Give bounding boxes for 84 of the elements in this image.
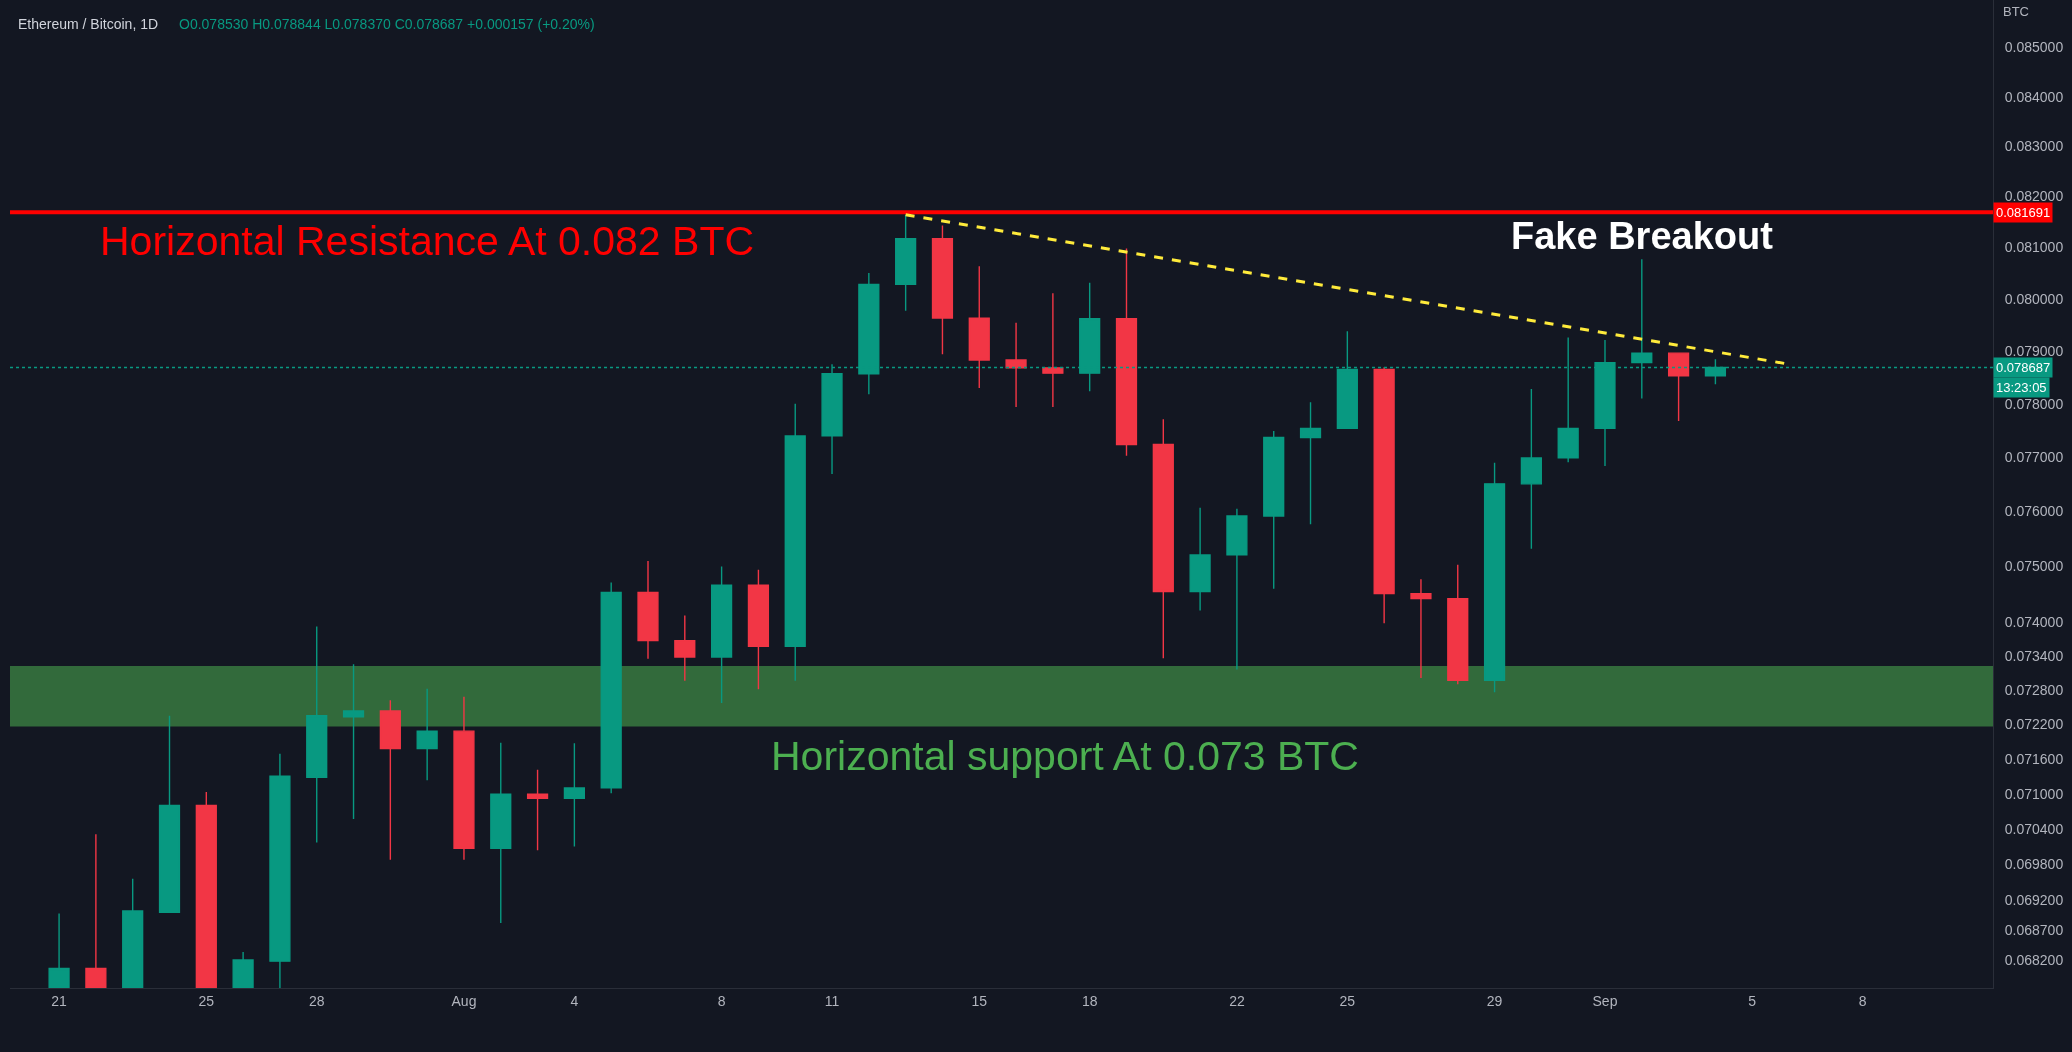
candlestick [490,741,512,924]
candlestick [1042,292,1064,408]
candlestick [416,688,438,782]
y-tick-label: 0.074000 [2004,614,2064,631]
candlestick [1115,247,1138,457]
y-tick-label: 0.068200 [2004,952,2064,969]
candlestick [1373,366,1395,624]
x-tick-label: 29 [1486,992,1503,1009]
candlestick [453,696,475,861]
candlestick [1189,507,1211,612]
y-tick-label: 0.072200 [2004,716,2064,733]
candlestick [342,663,365,820]
candlestick [1520,388,1542,550]
candlestick [1152,418,1174,659]
candlestick [784,403,806,682]
candlestick [85,833,107,988]
candlestick [1447,564,1469,685]
candlestick [931,224,954,355]
y-tick-label: 0.069800 [2004,856,2064,873]
candlestick [637,560,659,660]
y-tick-label: 0.078000 [2004,395,2064,412]
x-tick-label: 5 [1748,992,1757,1009]
candlestick [1005,322,1027,408]
x-tick-label: Sep [1592,992,1618,1009]
y-tick-label: 0.082000 [2004,188,2064,205]
candlestick [1483,462,1506,693]
y-tick-label: 0.071000 [2004,785,2064,802]
x-tick-label: 15 [971,992,988,1009]
ref-line-label: 0.078687 [1996,360,2051,375]
candlestick [1667,352,1690,422]
candlestick [526,769,549,851]
y-tick-label: 0.072800 [2004,681,2064,698]
candlestick [379,699,401,861]
x-tick-label: 21 [51,992,68,1009]
y-tick-label: 0.080000 [2004,290,2064,307]
x-tick-label: 11 [824,992,840,1009]
ref-line-label: 0.081691 [1996,205,2051,220]
candlestick [232,951,254,988]
y-tick-label: 0.071600 [2004,750,2064,767]
y-tick-label: 0.076000 [2004,503,2064,520]
annotation: Horizontal Resistance At 0.082 BTC [100,218,755,264]
candlestick [674,614,696,682]
y-tick-label: 0.083000 [2004,138,2064,155]
x-tick-label: 18 [1081,992,1098,1009]
candlestick [968,265,990,389]
x-tick-label: 28 [308,992,325,1009]
text: 13:23:05 [1996,380,2047,395]
y-tick-label: 0.075000 [2004,558,2064,575]
candlestick [306,625,328,844]
y-tick-label: 0.073400 [2004,647,2064,664]
candlestick [747,569,770,691]
candlestick [195,791,217,988]
y-tick-label: 0.079000 [2004,342,2064,359]
candlestick [600,581,622,794]
candlestick [158,714,181,913]
candlestick [48,912,70,988]
y-tick-label: 0.077000 [2004,449,2064,466]
y-tick-label: 0.070400 [2004,820,2064,837]
candlestick [1263,430,1285,590]
text: O0.078530 H0.078844 L0.078370 C0.078687 +0.000157 (+0.20%) [179,16,595,32]
candlestick [895,214,917,312]
text: Ethereum / Bitcoin, 1D [18,15,159,32]
candlestick [122,877,144,988]
candlestick [269,752,291,988]
y-tick-label: 0.081000 [2004,239,2064,256]
candlestick [710,565,733,704]
y-axis-title: BTC [2003,4,2029,19]
candlestick [563,742,585,848]
x-tick-label: 4 [570,992,579,1009]
y-tick-label: 0.085000 [2004,39,2064,56]
x-tick-label: 8 [1858,992,1867,1009]
y-tick-label: 0.084000 [2004,88,2064,105]
annotation: Fake Breakout [1511,215,1774,257]
x-tick-label: 22 [1229,992,1245,1009]
x-tick-label: 8 [717,992,726,1009]
y-tick-label: 0.068700 [2004,922,2064,939]
x-tick-label: Aug [451,992,477,1009]
band-label: Horizontal support At 0.073 BTC [771,733,1359,779]
y-tick-label: 0.069200 [2004,892,2064,909]
candlestick [1299,401,1322,525]
x-tick-label: 25 [198,992,215,1009]
candlestick [1410,578,1432,679]
x-tick-label: 25 [1339,992,1356,1009]
candlestick [1226,508,1248,671]
